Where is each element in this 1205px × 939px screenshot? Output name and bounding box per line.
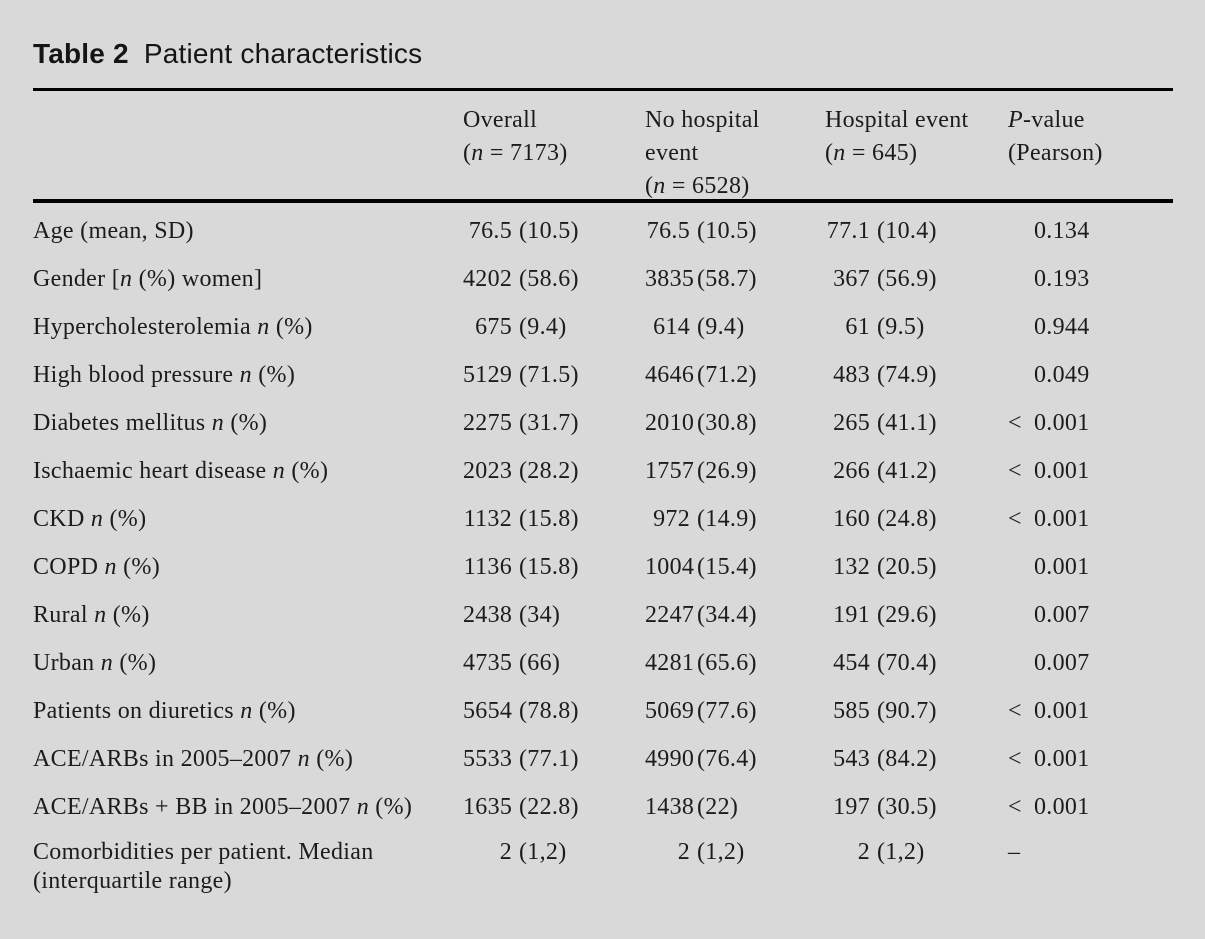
p-value: <0.001: [1008, 457, 1090, 484]
no-hospital-value: 1757 (26.9): [645, 457, 757, 484]
table-row-urban: Urban n (%) 4735 (66) 4281 (65.6) 454 (70.4…: [33, 639, 1173, 687]
row-label: Urban n (%): [33, 649, 157, 676]
table-row-age: Age (mean, SD) 76.5 (10.5) 76.5 (10.5) 77.…: [33, 207, 1173, 255]
hospital-value: 454 (70.4): [833, 649, 937, 676]
hospital-value: 132 (20.5): [833, 553, 937, 580]
no-hospital-value: 1438 (22): [645, 793, 739, 820]
overall-value: 1132 (15.8): [463, 505, 579, 532]
no-hospital-value: 4281 (65.6): [645, 649, 757, 676]
hospital-value: 266 (41.2): [833, 457, 937, 484]
row-label: CKD n (%): [33, 505, 147, 532]
p-value: 0.007: [1034, 649, 1090, 676]
overall-value: 5533 (77.1): [463, 745, 579, 772]
hospital-value: 191 (29.6): [833, 601, 937, 628]
hospital-value: 265 (41.1): [833, 409, 937, 436]
p-value: –: [1008, 839, 1021, 865]
hospital-value: 77.1 (10.4): [826, 217, 937, 244]
overall-value: 5654 (78.8): [463, 697, 579, 724]
table-row-gender: Gender [n (%) women] 4202 (58.6) 3835 (58.…: [33, 255, 1173, 303]
p-value: <0.001: [1008, 793, 1090, 820]
row-label: Gender [n (%) women]: [33, 265, 263, 292]
p-value: 0.049: [1034, 361, 1090, 388]
row-label: Patients on diuretics n (%): [33, 697, 296, 724]
header-characteristic: [33, 104, 463, 203]
table-row-patients-on-diuretics: Patients on diuretics n (%) 5654 (78.8) 5…: [33, 687, 1173, 735]
overall-value: 2275 (31.7): [463, 409, 579, 436]
p-value: <0.001: [1008, 697, 1090, 724]
hospital-value: 197 (30.5): [833, 793, 937, 820]
overall-value: 1136 (15.8): [463, 553, 579, 580]
p-value: <0.001: [1008, 409, 1090, 436]
row-label: Age (mean, SD): [33, 217, 194, 244]
no-hospital-value: 76.5 (10.5): [646, 217, 757, 244]
table-row-ischaemic-heart-disease: Ischaemic heart disease n (%) 2023 (28.2)…: [33, 447, 1173, 495]
table-top-rule: [33, 88, 1173, 91]
no-hospital-value: 4990 (76.4): [645, 745, 757, 772]
no-hospital-value: 2 (1,2): [677, 839, 745, 865]
p-value: 0.944: [1034, 313, 1090, 340]
p-value: <0.001: [1008, 505, 1090, 532]
table-number: Table 2: [33, 38, 129, 69]
p-value: 0.007: [1034, 601, 1090, 628]
overall-value: 5129 (71.5): [463, 361, 579, 388]
row-label: ACE/ARBs in 2005–2007 n (%): [33, 745, 354, 772]
table-row-hypercholesterolemia: Hypercholesterolemia n (%) 675 (9.4) 614(…: [33, 303, 1173, 351]
no-hospital-value: 614 (9.4): [653, 313, 745, 340]
p-value: <0.001: [1008, 745, 1090, 772]
table-row-rural: Rural n (%) 2438 (34) 2247 (34.4) 191 (29.6…: [33, 591, 1173, 639]
hospital-value: 585 (90.7): [833, 697, 937, 724]
overall-value: 2023 (28.2): [463, 457, 579, 484]
p-value: 0.193: [1034, 265, 1090, 292]
overall-value: 76.5 (10.5): [468, 217, 579, 244]
header-hospital-event: Hospital event (n = 645): [825, 107, 969, 166]
patient-characteristics-table: Age (mean, SD) 76.5 (10.5) 76.5 (10.5) 77.…: [33, 207, 1173, 914]
row-label: Rural n (%): [33, 601, 150, 628]
no-hospital-value: 972 (14.9): [653, 505, 757, 532]
row-label: ACE/ARBs + BB in 2005–2007 n (%): [33, 793, 413, 820]
header-p-value: P-value (Pearson): [1008, 107, 1103, 166]
overall-value: 2 (1,2): [499, 839, 567, 865]
table-title: Table 2 Patient characteristics: [33, 38, 422, 70]
table-header-row: Overall (n = 7173) No hospital event (n = 6…: [33, 104, 1173, 203]
row-label: High blood pressure n (%): [33, 361, 296, 388]
hospital-value: 61 (9.5): [845, 313, 925, 340]
overall-value: 4735 (66): [463, 649, 561, 676]
table-row-comorbidities: Comorbidities per patient. Median (interq…: [33, 831, 1173, 914]
row-label: Ischaemic heart disease n (%): [33, 457, 329, 484]
p-value: 0.001: [1034, 553, 1090, 580]
header-no-hospital-event: No hospital event (n = 6528): [645, 107, 760, 199]
table-header-rule: [33, 199, 1173, 203]
hospital-value: 543 (84.2): [833, 745, 937, 772]
hospital-value: 483 (74.9): [833, 361, 937, 388]
table-row-copd: COPD n (%) 1136 (15.8) 1004 (15.4) 132 (20.…: [33, 543, 1173, 591]
table-row-high-blood-pressure: High blood pressure n (%) 5129 (71.5) 464…: [33, 351, 1173, 399]
hospital-value: 367 (56.9): [833, 265, 937, 292]
header-overall: Overall (n = 7173): [463, 107, 568, 166]
hospital-value: 160 (24.8): [833, 505, 937, 532]
row-label: Diabetes mellitus n (%): [33, 409, 268, 436]
row-label: COPD n (%): [33, 553, 161, 580]
no-hospital-value: 4646 (71.2): [645, 361, 757, 388]
table-row-ckd: CKD n (%) 1132 (15.8) 972 (14.9) 160 (24.8)…: [33, 495, 1173, 543]
table-caption: Patient characteristics: [143, 38, 423, 69]
overall-value: 1635 (22.8): [463, 793, 579, 820]
hospital-value: 2 (1,2): [857, 839, 925, 865]
no-hospital-value: 2247 (34.4): [645, 601, 757, 628]
overall-value: 4202 (58.6): [463, 265, 579, 292]
row-label: Comorbidities per patient. Median (interq…: [33, 839, 374, 894]
p-value: 0.134: [1034, 217, 1090, 244]
table-row-ace-arbs: ACE/ARBs in 2005–2007 n (%) 5533 (77.1) 4…: [33, 735, 1173, 783]
no-hospital-value: 3835 (58.7): [645, 265, 757, 292]
no-hospital-value: 5069 (77.6): [645, 697, 757, 724]
no-hospital-value: 1004 (15.4): [645, 553, 757, 580]
row-label: Hypercholesterolemia n (%): [33, 313, 313, 340]
no-hospital-value: 2010 (30.8): [645, 409, 757, 436]
table-row-ace-arbs-bb: ACE/ARBs + BB in 2005–2007 n (%) 1635 (22…: [33, 783, 1173, 831]
overall-value: 675 (9.4): [475, 313, 567, 340]
overall-value: 2438 (34): [463, 601, 561, 628]
table-row-diabetes-mellitus: Diabetes mellitus n (%) 2275 (31.7) 2010(…: [33, 399, 1173, 447]
